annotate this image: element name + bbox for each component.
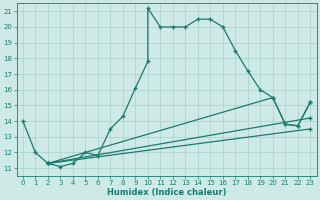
X-axis label: Humidex (Indice chaleur): Humidex (Indice chaleur)	[107, 188, 226, 197]
